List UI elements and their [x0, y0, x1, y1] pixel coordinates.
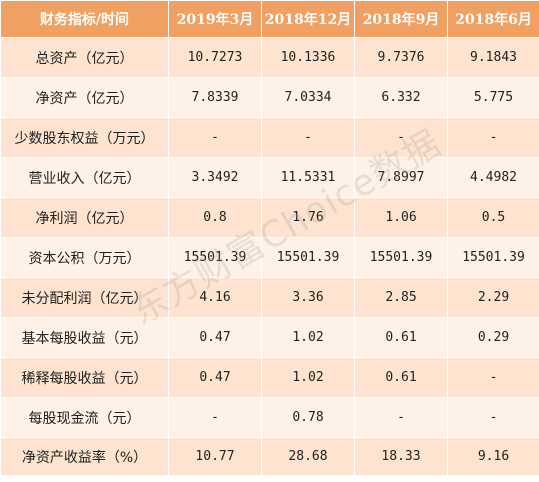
table-row: 未分配利润（亿元） 4.16 3.36 2.85 2.29	[0, 277, 539, 318]
header-period-cell: 2018年6月	[447, 0, 539, 38]
value-cell: 2.29	[447, 277, 539, 318]
value-cell: 0.47	[168, 357, 262, 398]
value-cell: 10.7273	[168, 37, 262, 78]
row-label-cell: 基本每股收益（元）	[0, 317, 169, 358]
table-row: 净资产收益率（%） 10.77 28.68 18.33 9.16	[0, 437, 539, 476]
value-cell: 6.332	[354, 77, 448, 118]
value-cell: -	[447, 117, 539, 158]
value-cell: 10.1336	[261, 37, 355, 78]
value-cell: -	[354, 397, 448, 438]
value-cell: 1.02	[261, 317, 355, 358]
value-cell: 15501.39	[447, 237, 539, 278]
value-cell: -	[447, 397, 539, 438]
value-cell: 0.47	[168, 317, 262, 358]
row-label-cell: 每股现金流（元）	[0, 397, 169, 438]
value-cell: 9.7376	[354, 37, 448, 78]
value-cell: 15501.39	[261, 237, 355, 278]
header-period-cell: 2018年12月	[261, 0, 355, 38]
row-label-cell: 净利润（亿元）	[0, 197, 169, 238]
value-cell: 0.29	[447, 317, 539, 358]
value-cell: 7.8997	[354, 157, 448, 198]
value-cell: 7.0334	[261, 77, 355, 118]
value-cell: 4.16	[168, 277, 262, 318]
row-label-cell: 稀释每股收益（元）	[0, 357, 169, 398]
value-cell: 4.4982	[447, 157, 539, 198]
table-row: 资本公积（万元） 15501.39 15501.39 15501.39 15501.39	[0, 237, 539, 278]
value-cell: 9.16	[447, 437, 539, 476]
value-cell: 18.33	[354, 437, 448, 476]
value-cell: 9.1843	[447, 37, 539, 78]
table-row: 总资产（亿元） 10.7273 10.1336 9.7376 9.1843	[0, 37, 539, 78]
value-cell: 1.76	[261, 197, 355, 238]
table-row: 营业收入（亿元） 3.3492 11.5331 7.8997 4.4982	[0, 157, 539, 198]
value-cell: 1.02	[261, 357, 355, 398]
value-cell: -	[447, 357, 539, 398]
value-cell: -	[354, 117, 448, 158]
table-body: 总资产（亿元） 10.7273 10.1336 9.7376 9.1843 净资产（亿元）…	[0, 37, 539, 476]
value-cell: -	[168, 117, 262, 158]
row-label-cell: 净资产（亿元）	[0, 77, 169, 118]
header-period-cell: 2019年3月	[168, 0, 262, 38]
table-row: 基本每股收益（元） 0.47 1.02 0.61 0.29	[0, 317, 539, 358]
value-cell: 0.5	[447, 197, 539, 238]
header-period-cell: 2018年9月	[354, 0, 448, 38]
value-cell: 3.3492	[168, 157, 262, 198]
value-cell: 0.8	[168, 197, 262, 238]
table-row: 稀释每股收益（元） 0.47 1.02 0.61-	[0, 357, 539, 398]
row-label-cell: 净资产收益率（%）	[0, 437, 169, 476]
table-row: 少数股东权益（万元） - - - -	[0, 117, 539, 158]
value-cell: 10.77	[168, 437, 262, 476]
value-cell: 2.85	[354, 277, 448, 318]
value-cell: 0.61	[354, 317, 448, 358]
row-label-cell: 少数股东权益（万元）	[0, 117, 169, 158]
value-cell: 7.8339	[168, 77, 262, 118]
value-cell: 11.5331	[261, 157, 355, 198]
value-cell: -	[168, 397, 262, 438]
table-row: 净利润（亿元） 0.8 1.76 1.06 0.5	[0, 197, 539, 238]
header-row: 财务指标/时间 2019年3月 2018年12月 2018年9月 2018年6月	[0, 0, 539, 38]
table-row: 净资产（亿元） 7.8339 7.0334 6.332 5.775	[0, 77, 539, 118]
value-cell: 28.68	[261, 437, 355, 476]
table-header: 财务指标/时间 2019年3月 2018年12月 2018年9月 2018年6月	[0, 0, 539, 38]
value-cell: 5.775	[447, 77, 539, 118]
value-cell: 15501.39	[168, 237, 262, 278]
row-label-cell: 未分配利润（亿元）	[0, 277, 169, 318]
value-cell: 3.36	[261, 277, 355, 318]
row-label-cell: 营业收入（亿元）	[0, 157, 169, 198]
row-label-cell: 资本公积（万元）	[0, 237, 169, 278]
value-cell: 0.78	[261, 397, 355, 438]
value-cell: 1.06	[354, 197, 448, 238]
value-cell: 0.61	[354, 357, 448, 398]
header-label-cell: 财务指标/时间	[0, 0, 169, 38]
value-cell: 15501.39	[354, 237, 448, 278]
value-cell: -	[261, 117, 355, 158]
table-row: 每股现金流（元） -0.78- -	[0, 397, 539, 438]
row-label-cell: 总资产（亿元）	[0, 37, 169, 78]
